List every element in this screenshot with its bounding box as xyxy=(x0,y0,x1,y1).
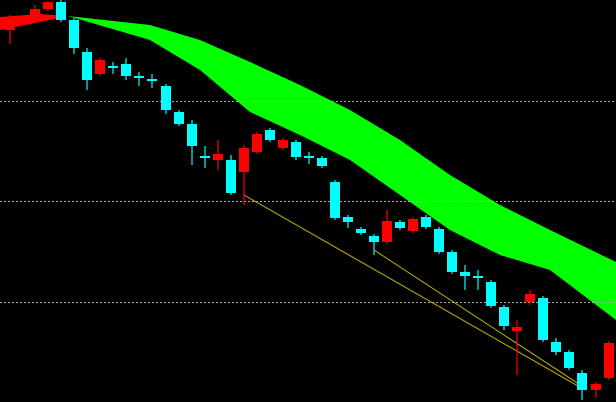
candle-body xyxy=(95,60,105,74)
candle-body xyxy=(134,76,144,78)
candle-body xyxy=(525,294,535,302)
candle-body xyxy=(408,219,418,231)
candle-body xyxy=(551,342,561,352)
candle-body xyxy=(538,298,548,340)
candle-body xyxy=(577,373,587,390)
candle-body xyxy=(239,148,249,172)
candle-body xyxy=(265,130,275,140)
candle-body xyxy=(291,142,301,157)
candle-body xyxy=(213,154,223,160)
candle-body xyxy=(5,22,15,30)
candle-body xyxy=(330,182,340,218)
candle-body xyxy=(30,9,40,15)
candle-body xyxy=(499,307,509,326)
candle-body xyxy=(486,282,496,306)
candle-body xyxy=(226,160,236,193)
candle-body xyxy=(278,140,288,148)
candle-body xyxy=(591,384,601,390)
candle-body xyxy=(447,252,457,272)
candle-body xyxy=(56,2,66,20)
candle-body xyxy=(434,229,444,252)
candle-body xyxy=(512,327,522,331)
candle-body xyxy=(43,2,53,9)
candle-body xyxy=(200,156,210,158)
candle-body xyxy=(252,134,262,152)
trend-line xyxy=(373,249,586,389)
candle-body xyxy=(187,124,197,146)
candle-body xyxy=(604,343,614,378)
candle-body xyxy=(121,64,131,76)
candle-body xyxy=(69,20,79,48)
candle-body xyxy=(460,272,470,276)
candle-body xyxy=(421,217,431,227)
candle-body xyxy=(304,156,314,158)
candle-body xyxy=(473,276,483,278)
candle-body xyxy=(317,158,327,166)
candle-body xyxy=(369,236,379,242)
candle-body xyxy=(147,79,157,81)
candle-body xyxy=(343,217,353,222)
candle-body xyxy=(161,86,171,110)
candle-body xyxy=(356,229,366,233)
cloud xyxy=(68,16,616,320)
candle-body xyxy=(174,112,184,124)
candle-body xyxy=(564,352,574,368)
candle-body xyxy=(17,18,27,24)
candle-body xyxy=(382,221,392,242)
candle-body xyxy=(395,222,405,228)
trend-line xyxy=(243,194,586,391)
candle-body xyxy=(82,52,92,80)
candle-body xyxy=(108,66,118,68)
